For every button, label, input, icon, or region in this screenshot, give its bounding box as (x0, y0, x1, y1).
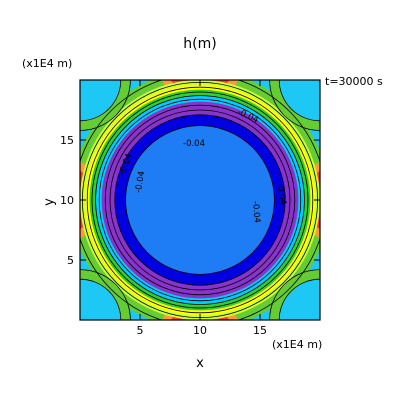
time-label: t=30000 s (325, 75, 383, 88)
contour-line-4 (95, 95, 305, 305)
corner-inner-3 (279, 80, 320, 121)
y-tick-label-1: 10 (60, 194, 74, 207)
contour-line-7 (109, 109, 291, 291)
axis-ticks: 5 10 15 5 10 15 (60, 80, 320, 337)
x-tick-label-1: 10 (193, 324, 207, 337)
contour-line-3 (91, 91, 309, 309)
y-tick-label-2: 15 (60, 134, 74, 147)
chart-title: h(m) (183, 36, 216, 52)
y-units-label: (x1E4 m) (22, 57, 72, 70)
contour-line-6 (104, 104, 296, 296)
corner-inner-0 (80, 279, 121, 320)
corner-inner-2 (80, 80, 121, 121)
contour-line-9 (125, 125, 275, 275)
x-axis-label: x (196, 356, 204, 371)
y-axis-label: y (42, 198, 57, 206)
contour-line-5 (98, 98, 302, 302)
contour-line-8 (114, 114, 286, 286)
contour-label-2: -0.04 (134, 170, 148, 193)
contour-line-2 (86, 86, 314, 314)
x-units-label: (x1E4 m) (272, 338, 322, 351)
ring-band-7 (125, 125, 275, 275)
x-tick-label-2: 15 (253, 324, 267, 337)
contour-label-4: -0.04 (274, 182, 288, 205)
corner-inner-1 (279, 279, 320, 320)
x-tick-label-0: 5 (137, 324, 144, 337)
contour-label-3: -0.04 (183, 139, 205, 149)
contour-label-5: -0.04 (250, 201, 262, 224)
y-tick-label-0: 5 (67, 254, 74, 267)
